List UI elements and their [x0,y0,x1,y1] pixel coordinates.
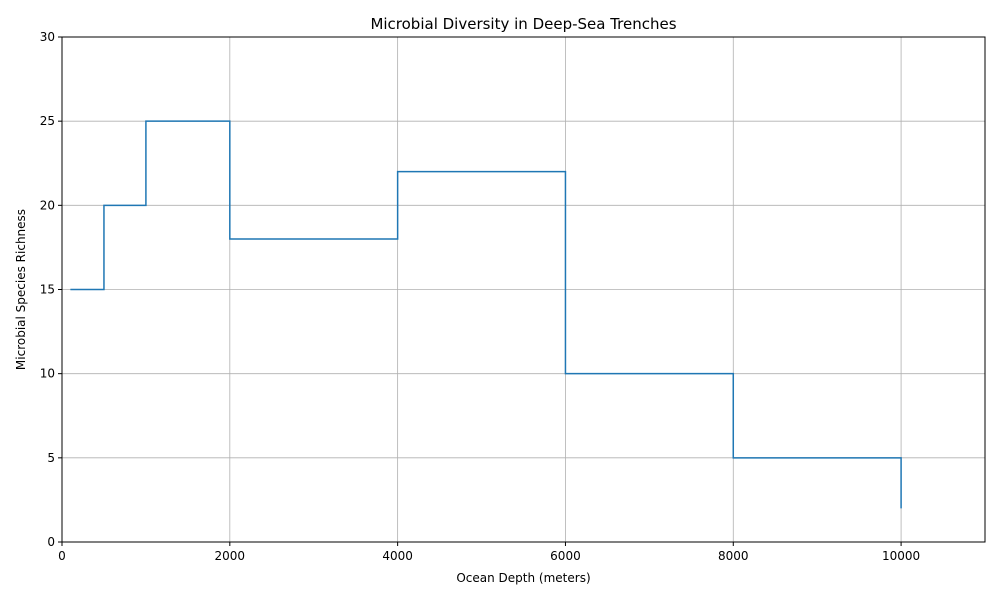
x-tick-label: 4000 [382,549,413,563]
x-tick-label: 2000 [215,549,246,563]
x-tick-label: 0 [58,549,66,563]
x-tick-label: 10000 [882,549,920,563]
y-axis-label: Microbial Species Richness [14,209,28,370]
grid [61,36,985,543]
y-tick-label: 20 [40,198,55,212]
y-tick-label: 10 [40,367,55,381]
x-tick-label: 6000 [550,549,581,563]
y-tick-label: 25 [40,114,55,128]
series-line [70,120,902,509]
x-tick-label: 8000 [718,549,749,563]
x-axis-label: Ocean Depth (meters) [456,571,590,585]
y-axis: 0 5 10 15 20 25 30 [40,30,62,549]
series-layer [70,120,902,509]
y-tick-label: 30 [40,30,55,44]
y-tick-label: 0 [47,535,55,549]
x-axis: 0 2000 4000 6000 8000 10000 [58,542,920,563]
y-tick-label: 5 [47,451,55,465]
chart-title: Microbial Diversity in Deep-Sea Trenches [370,15,676,33]
y-tick-label: 15 [40,283,55,297]
